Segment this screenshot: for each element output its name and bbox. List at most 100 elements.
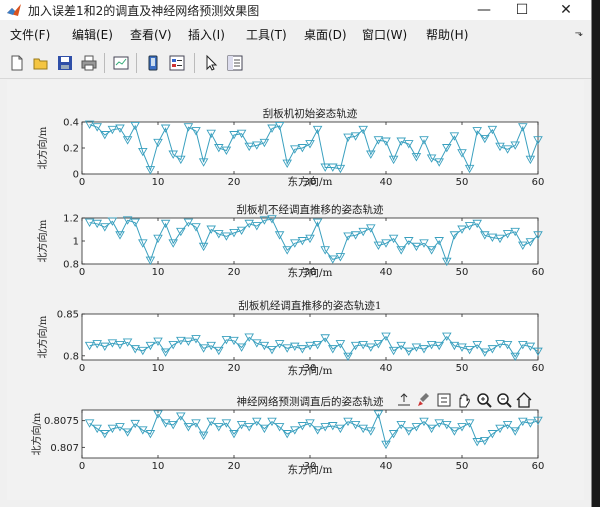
zoom-in-icon[interactable] [475, 391, 493, 409]
data-point-marker [122, 428, 133, 437]
data-point-marker [411, 242, 422, 252]
brush-icon[interactable] [415, 391, 433, 409]
data-point-marker [335, 253, 346, 262]
menu-help[interactable]: 帮助(H) [426, 28, 469, 42]
data-point-marker [160, 219, 171, 229]
data-point-marker [518, 241, 528, 251]
menu-view[interactable]: 查看(V) [130, 28, 172, 42]
data-point-marker [244, 142, 254, 152]
data-point-marker [107, 217, 118, 226]
new-figure-icon[interactable] [8, 54, 26, 72]
menu-file[interactable]: 文件(F) [10, 28, 51, 42]
data-point-marker [487, 345, 498, 354]
y-axis-label: 北方向/m [36, 315, 49, 358]
data-point-marker [404, 140, 414, 149]
title-bar[interactable]: 加入误差1和2的调直及神经网络预测效果图 — ☐ ✕ [0, 0, 591, 20]
x-tick-label: 50 [456, 363, 469, 374]
data-point-marker [495, 340, 505, 349]
data-point-marker [274, 231, 285, 240]
subplot-4[interactable]: 神经网络预测调直后的姿态轨迹 0 10 20 30 40 50 60 0.807 0.8075 东方… [30, 395, 544, 476]
data-point-marker [122, 338, 133, 347]
menu-insert[interactable]: 插入(I) [188, 28, 225, 42]
data-point-marker [366, 427, 376, 436]
link-plot-icon[interactable] [144, 54, 162, 72]
data-point-marker [305, 341, 315, 351]
data-point-marker [411, 153, 422, 162]
subplot-2[interactable]: 刮板机不经调直推移的姿态轨迹 0 10 20 30 40 50 60 0.8 1 1.2 东方向/m 北… [36, 203, 544, 279]
data-point-marker [252, 222, 262, 231]
menu-tools[interactable]: 工具(T) [246, 28, 287, 42]
data-point-marker [419, 345, 429, 354]
data-point-marker [221, 419, 232, 428]
print-icon[interactable] [80, 54, 98, 72]
menu-edit[interactable]: 编辑(E) [72, 28, 113, 42]
data-point-marker [464, 164, 475, 174]
data-point-marker [282, 159, 292, 169]
x-axis-label: 东方向/m [288, 266, 333, 279]
y-axis-label: 北方向/m [36, 219, 49, 262]
close-button[interactable]: ✕ [560, 2, 572, 18]
y-tick-label: 0 [73, 170, 79, 181]
maximize-button[interactable]: ☐ [515, 2, 529, 18]
data-point-marker [160, 124, 171, 133]
export-icon[interactable] [395, 391, 413, 409]
data-point-marker [168, 239, 178, 248]
x-tick-label: 20 [228, 363, 241, 374]
data-tips-icon[interactable] [435, 391, 453, 409]
data-point-marker [191, 223, 201, 232]
subplot-1[interactable]: 刮板机初始姿态轨迹 0 10 20 30 40 50 60 0 0.2 0.4 东方向/m 北方向/m [36, 107, 544, 188]
insert-legend-icon[interactable] [168, 54, 186, 72]
dock-arrow-icon[interactable]: ⬎ [574, 28, 583, 39]
edit-plot-arrow-icon[interactable] [202, 54, 220, 72]
data-point-marker [335, 164, 346, 174]
data-point-marker [480, 348, 490, 357]
print-preview-icon[interactable] [112, 54, 130, 72]
menu-window[interactable]: 窗口(W) [362, 28, 408, 42]
data-point-marker [373, 136, 384, 145]
data-point-marker [328, 345, 338, 354]
axes-box [81, 313, 539, 361]
data-point-marker [396, 246, 406, 255]
data-point-marker [290, 239, 300, 248]
x-tick-label: 50 [456, 461, 469, 472]
data-point-marker [464, 346, 475, 355]
data-point-marker [183, 337, 194, 347]
menu-desktop[interactable]: 桌面(D) [304, 28, 347, 42]
zoom-out-icon[interactable] [495, 391, 513, 409]
data-point-marker [381, 332, 391, 341]
pan-icon[interactable] [455, 391, 473, 409]
data-point-marker [388, 346, 399, 356]
property-editor-icon[interactable] [226, 54, 244, 72]
x-tick-label: 20 [228, 267, 241, 278]
data-point-marker [297, 345, 308, 354]
data-point-marker [236, 129, 247, 139]
subplot-3[interactable]: 刮板机经调直推移的姿态轨迹1 0 10 20 30 40 50 60 0.8 0.85 东方向/m 北… [36, 299, 544, 377]
save-icon[interactable] [56, 54, 74, 72]
data-point-marker [396, 341, 406, 351]
x-tick-label: 60 [532, 461, 545, 472]
data-point-marker [214, 144, 224, 153]
data-point-marker [145, 166, 156, 175]
data-point-marker [297, 422, 308, 431]
data-point-marker [419, 239, 429, 248]
data-point-marker [343, 417, 353, 427]
y-axis-label: 北方向/m [30, 412, 43, 455]
data-point-marker [312, 218, 323, 228]
x-tick-label: 40 [380, 363, 393, 374]
minimize-button[interactable]: — [477, 2, 491, 18]
data-point-marker [449, 341, 460, 351]
data-point-marker [312, 340, 323, 350]
data-point-marker [358, 424, 368, 434]
open-file-icon[interactable] [32, 54, 50, 72]
data-point-marker [388, 430, 399, 439]
data-point-marker [122, 216, 133, 225]
y-tick-label: 0.807 [50, 443, 79, 454]
matlab-logo-icon [7, 4, 21, 16]
data-point-marker [259, 216, 270, 225]
data-point-marker [282, 430, 292, 439]
x-tick-label: 50 [456, 267, 469, 278]
home-icon[interactable] [515, 391, 533, 409]
data-point-marker [221, 232, 232, 241]
x-axis-label: 东方向/m [288, 463, 333, 476]
data-point-marker [381, 440, 391, 450]
